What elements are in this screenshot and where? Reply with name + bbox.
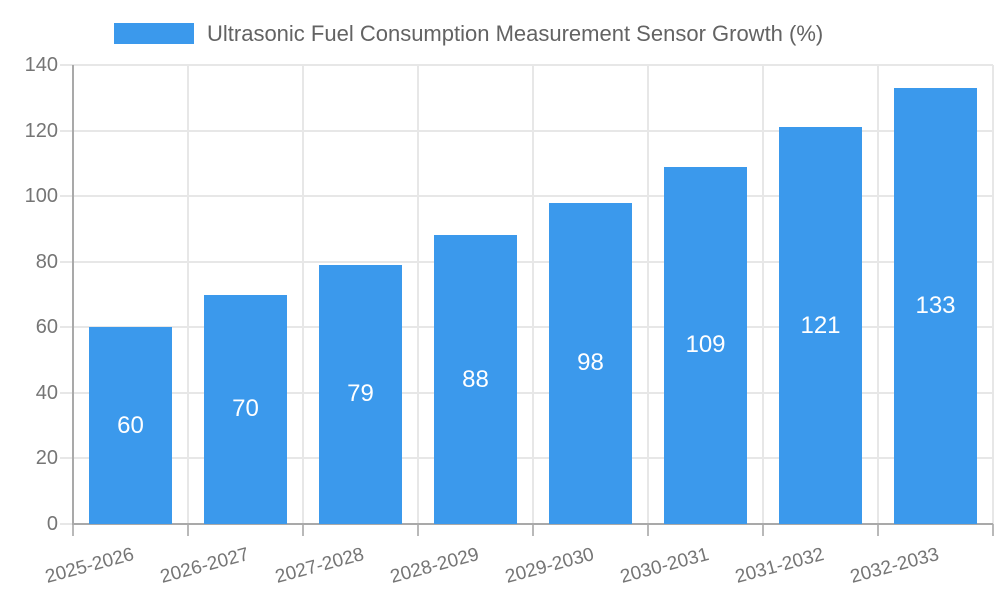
y-axis-tick-label: 100 xyxy=(24,185,58,208)
x-axis-tick xyxy=(877,524,879,536)
y-gridline xyxy=(60,391,993,394)
x-axis-tick-label: 2029-2030 xyxy=(502,544,596,588)
x-gridline xyxy=(532,65,534,524)
x-axis-tick xyxy=(417,524,419,536)
x-axis-tick-label: 2025-2026 xyxy=(42,544,136,588)
y-axis-tick-label: 120 xyxy=(24,119,58,142)
bar-value-label: 98 xyxy=(577,349,604,377)
bar xyxy=(204,294,287,524)
x-axis-tick-label: 2030-2031 xyxy=(617,544,711,588)
x-axis-tick xyxy=(72,524,74,536)
y-axis-tick-label: 20 xyxy=(35,447,58,470)
bar xyxy=(894,87,977,524)
x-gridline xyxy=(992,65,994,524)
bar xyxy=(549,202,632,524)
bar xyxy=(89,327,172,524)
bar-value-label: 88 xyxy=(462,365,489,393)
x-gridline xyxy=(647,65,649,524)
bar xyxy=(434,235,517,524)
y-axis-tick-label: 60 xyxy=(35,316,58,339)
bar xyxy=(319,264,402,524)
x-axis-tick-label: 2028-2029 xyxy=(387,544,481,588)
y-gridline xyxy=(60,260,993,263)
x-axis-tick xyxy=(187,524,189,536)
y-axis-tick-label: 80 xyxy=(35,250,58,273)
x-axis-line xyxy=(72,523,993,525)
y-axis-line xyxy=(72,65,74,524)
legend-series-label: Ultrasonic Fuel Consumption Measurement … xyxy=(207,21,824,46)
y-gridline xyxy=(60,64,993,66)
y-axis-tick-label: 140 xyxy=(24,54,58,76)
x-axis-tick-label: 2027-2028 xyxy=(272,544,366,588)
bar-value-label: 133 xyxy=(915,291,956,319)
x-axis-tick xyxy=(647,524,649,536)
x-axis-tick xyxy=(302,524,304,536)
legend-swatch xyxy=(114,23,194,44)
legend[interactable]: Ultrasonic Fuel Consumption Measurement … xyxy=(0,0,1000,50)
y-gridline xyxy=(60,129,993,132)
bar-value-label: 109 xyxy=(685,331,726,359)
x-axis-tick xyxy=(762,524,764,536)
x-axis-tick-label: 2031-2032 xyxy=(732,544,826,588)
y-gridline xyxy=(60,195,993,198)
x-axis-tick-label: 2032-2033 xyxy=(847,544,941,588)
bar xyxy=(664,166,747,524)
x-gridline xyxy=(302,65,304,524)
x-gridline xyxy=(417,65,419,524)
x-gridline xyxy=(187,65,189,524)
bar-value-label: 70 xyxy=(232,395,259,423)
x-axis-tick-label: 2026-2027 xyxy=(157,544,251,588)
bar-value-label: 79 xyxy=(347,380,374,408)
y-gridline xyxy=(60,457,993,460)
x-axis-tick xyxy=(532,524,534,536)
x-gridline xyxy=(877,65,879,524)
x-axis-tick xyxy=(992,524,994,536)
y-axis-tick-label: 40 xyxy=(35,381,58,404)
bar-value-label: 121 xyxy=(800,311,841,339)
y-gridline xyxy=(60,326,993,329)
x-gridline xyxy=(762,65,764,524)
y-axis-tick-label: 0 xyxy=(46,513,58,535)
bar-value-label: 60 xyxy=(117,411,144,439)
bar xyxy=(779,127,862,524)
